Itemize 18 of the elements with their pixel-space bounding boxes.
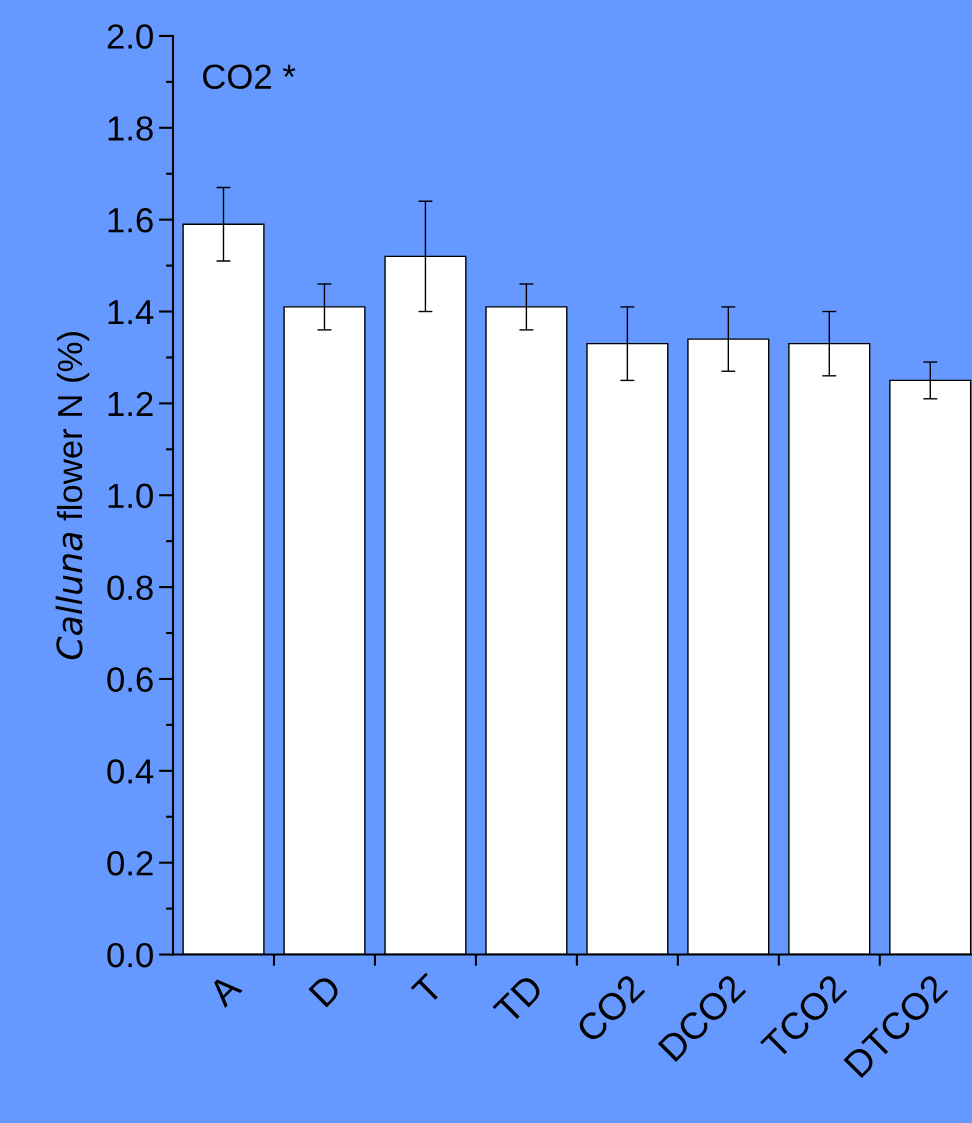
y-tick-label: 0.8 <box>107 575 153 601</box>
y-tick-label: 0.0 <box>107 942 153 968</box>
y-tick-label: 0.2 <box>107 851 153 876</box>
y-tick-label: 0.6 <box>107 667 153 692</box>
x-tick-label: CO2 <box>574 973 646 1044</box>
y-tick-label: 1.0 <box>108 483 153 509</box>
x-tick-label: D <box>308 973 343 1008</box>
annotation: CO2 * <box>203 64 296 89</box>
x-tick-label: TD <box>492 973 545 1026</box>
x-tick-label: T <box>410 972 445 1007</box>
y-tick-label: 0.4 <box>107 759 154 784</box>
y-tick-label: 1.4 <box>108 300 154 325</box>
x-tick-label: A <box>206 972 243 1009</box>
y-tick-label: 1.2 <box>108 391 153 416</box>
y-tick-label: 1.8 <box>108 116 153 141</box>
y-tick-label: 1.6 <box>108 207 153 233</box>
y-axis-title: Calluna flower N (%) <box>55 332 90 660</box>
y-tick-label: 2.0 <box>107 24 153 49</box>
